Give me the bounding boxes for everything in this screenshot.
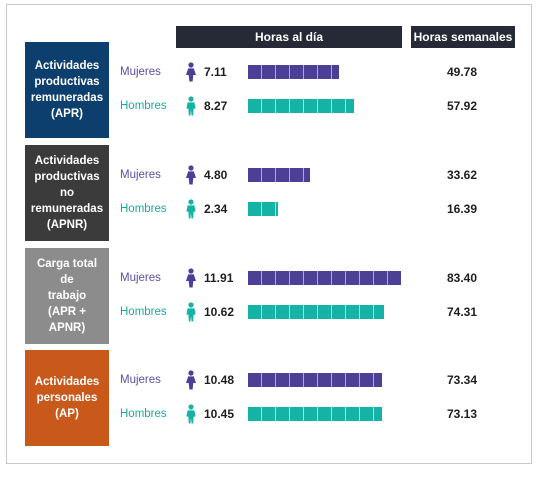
hours-per-day-value: 7.11 (204, 65, 227, 79)
sex-label: Hombres (120, 306, 167, 318)
man-icon (184, 302, 198, 322)
category-label-text: Actividades personales (AP) (34, 376, 100, 420)
sex-label: Mujeres (120, 169, 161, 181)
sex-label: Hombres (120, 203, 167, 215)
category-label-text: Carga total de trabajo (APR + APNR) (36, 258, 98, 334)
sex-label: Mujeres (120, 272, 161, 284)
category-label: Actividades productivas no remuneradas (… (25, 145, 109, 241)
bar (248, 271, 401, 285)
hours-per-week-value: 57.92 (446, 99, 478, 113)
hours-per-week-value: 16.39 (446, 202, 478, 216)
hours-per-week-value: 83.40 (446, 271, 478, 285)
sex-label: Mujeres (120, 374, 161, 386)
category-label: Carga total de trabajo (APR + APNR) (25, 248, 109, 344)
man-icon (184, 199, 198, 219)
hours-per-day-value: 4.80 (204, 168, 228, 182)
hours-per-day-value: 10.62 (204, 305, 235, 319)
woman-icon (184, 165, 198, 185)
hours-per-day-value: 10.48 (204, 373, 235, 387)
bar (248, 305, 384, 319)
bar (248, 168, 310, 182)
category-label-text: Actividades productivas remuneradas (APR… (30, 60, 104, 120)
hours-per-day-value: 8.27 (204, 99, 228, 113)
hours-per-day-value: 11.91 (204, 271, 234, 285)
woman-icon (184, 370, 198, 390)
bar (248, 202, 278, 216)
woman-icon (184, 268, 198, 288)
man-icon (184, 96, 198, 116)
hours-per-week-value: 49.78 (446, 65, 478, 79)
chart-frame (6, 4, 532, 464)
bar (248, 65, 339, 79)
hours-per-week-value: 33.62 (446, 168, 478, 182)
sex-label: Hombres (120, 408, 167, 420)
sex-label: Mujeres (120, 66, 161, 78)
hours-per-day-value: 2.34 (204, 202, 228, 216)
bar (248, 373, 382, 387)
category-label-text: Actividades productivas no remuneradas (… (30, 155, 104, 231)
category-label: Actividades personales (AP) (25, 350, 109, 446)
sex-label: Hombres (120, 100, 167, 112)
header-hours-per-week: Horas semanales (411, 26, 515, 48)
bar (248, 99, 354, 113)
category-label: Actividades productivas remuneradas (APR… (25, 42, 109, 138)
bar (248, 407, 382, 421)
hours-per-day-value: 10.45 (204, 407, 235, 421)
woman-icon (184, 62, 198, 82)
hours-per-week-value: 74.31 (446, 305, 478, 319)
hours-per-week-value: 73.34 (446, 373, 478, 387)
hours-per-week-value: 73.13 (446, 407, 478, 421)
header-hours-per-day: Horas al día (176, 26, 402, 48)
man-icon (184, 404, 198, 424)
